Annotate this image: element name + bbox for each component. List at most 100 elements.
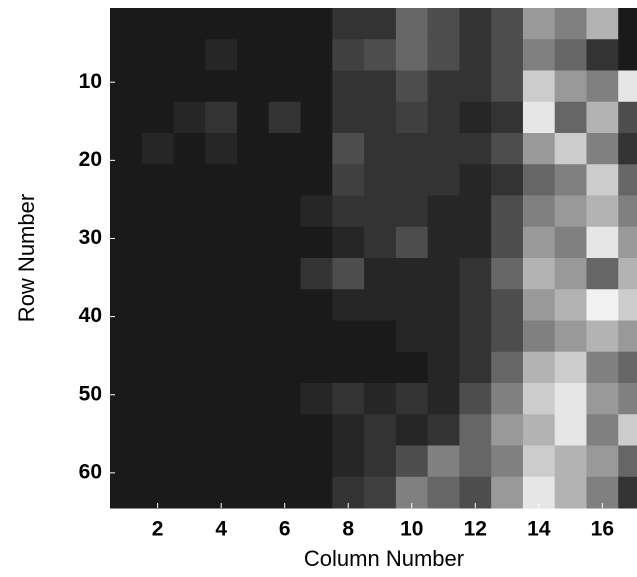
heatmap-cell: [586, 101, 619, 134]
heatmap-cell: [173, 383, 206, 415]
heatmap-cell: [110, 226, 143, 259]
x-tick-label: 14: [527, 518, 551, 541]
heatmap-cell: [427, 39, 460, 71]
heatmap-cell: [141, 414, 175, 446]
heatmap-cell: [110, 289, 143, 321]
heatmap-cell: [491, 70, 524, 103]
heatmap-cell: [554, 383, 587, 415]
heatmap-cell: [459, 101, 492, 134]
x-tick-label: 16: [591, 518, 614, 541]
heatmap-cell: [586, 70, 619, 103]
heatmap-cell: [205, 226, 238, 259]
heatmap-cell: [205, 101, 238, 134]
heatmap-cell: [332, 164, 365, 196]
heatmap-cell: [300, 226, 333, 259]
heatmap-cell: [237, 414, 270, 446]
heatmap-cell: [110, 351, 143, 384]
y-tick-label: 40: [79, 304, 102, 327]
heatmap-cell: [427, 383, 460, 415]
heatmap-cell: [268, 414, 302, 446]
heatmap-cell: [618, 133, 637, 165]
heatmap-cell: [491, 226, 524, 259]
heatmap-cell: [427, 476, 460, 509]
heatmap-cell: [427, 320, 460, 353]
heatmap-cell: [173, 39, 206, 71]
heatmap-cell: [459, 226, 492, 259]
heatmap-cell: [300, 70, 333, 103]
heatmap-cell: [586, 164, 619, 196]
heatmap-cell: [491, 39, 524, 71]
heatmap-cell: [364, 195, 397, 228]
heatmap-cell: [491, 383, 524, 415]
heatmap-cell: [364, 258, 397, 290]
heatmap-cell: [522, 289, 556, 321]
heatmap-cell: [459, 133, 492, 165]
heatmap-cell: [395, 8, 429, 40]
heatmap-cell: [141, 195, 175, 228]
heatmap-cell: [237, 70, 270, 103]
heatmap-cell: [268, 70, 302, 103]
heatmap-cell: [554, 258, 587, 290]
heatmap-cell: [427, 445, 460, 478]
heatmap-cell: [268, 351, 302, 384]
heatmap-cell: [427, 133, 460, 165]
y-tick-label: 10: [79, 70, 102, 93]
heatmap-cell: [268, 320, 302, 353]
heatmap-cell: [268, 258, 302, 290]
heatmap-cell: [554, 320, 587, 353]
heatmap-cell: [395, 101, 429, 134]
heatmap-cell: [364, 8, 397, 40]
heatmap-cell: [268, 226, 302, 259]
heatmap-cell: [522, 133, 556, 165]
x-tick-label: 10: [400, 518, 423, 541]
heatmap-cell: [395, 226, 429, 259]
heatmap-cell: [332, 101, 365, 134]
heatmap-cell: [268, 39, 302, 71]
heatmap-cell: [586, 414, 619, 446]
heatmap-cell: [237, 289, 270, 321]
heatmap-cell: [395, 351, 429, 384]
heatmap-cell: [618, 195, 637, 228]
heatmap-cell: [364, 476, 397, 509]
heatmap-cell: [141, 133, 175, 165]
heatmap-cell: [141, 351, 175, 384]
heatmap-cell: [618, 226, 637, 259]
heatmap-cell: [300, 383, 333, 415]
heatmap-cell: [110, 101, 143, 134]
heatmap-cell: [237, 101, 270, 134]
heatmap-cell: [205, 133, 238, 165]
heatmap-cell: [395, 445, 429, 478]
heatmap-cell: [618, 320, 637, 353]
heatmap-cell: [395, 320, 429, 353]
heatmap-cell: [364, 164, 397, 196]
heatmap-cell: [618, 8, 637, 40]
heatmap-cell: [173, 164, 206, 196]
heatmap-cell: [237, 320, 270, 353]
heatmap-cell: [300, 133, 333, 165]
heatmap-cell: [332, 195, 365, 228]
x-tick-label: 8: [342, 518, 354, 541]
heatmap-cell: [364, 414, 397, 446]
heatmap-cell: [332, 414, 365, 446]
heatmap-cell: [173, 320, 206, 353]
heatmap-cell: [173, 8, 206, 40]
heatmap-cell: [618, 70, 637, 103]
heatmap-cell: [459, 414, 492, 446]
heatmap-cell: [522, 195, 556, 228]
heatmap-cell: [237, 351, 270, 384]
heatmap-cell: [173, 258, 206, 290]
heatmap-cell: [332, 383, 365, 415]
heatmap-cell: [364, 133, 397, 165]
heatmap-cell: [395, 164, 429, 196]
heatmap-cell: [300, 414, 333, 446]
heatmap-cell: [110, 445, 143, 478]
heatmap-cell: [173, 70, 206, 103]
x-tick-label: 6: [279, 518, 291, 541]
heatmap-cell: [364, 383, 397, 415]
heatmap-cell: [300, 445, 333, 478]
heatmap-cell: [554, 8, 587, 40]
heatmap-cell: [268, 164, 302, 196]
heatmap-cell: [141, 101, 175, 134]
heatmap-cell: [395, 70, 429, 103]
